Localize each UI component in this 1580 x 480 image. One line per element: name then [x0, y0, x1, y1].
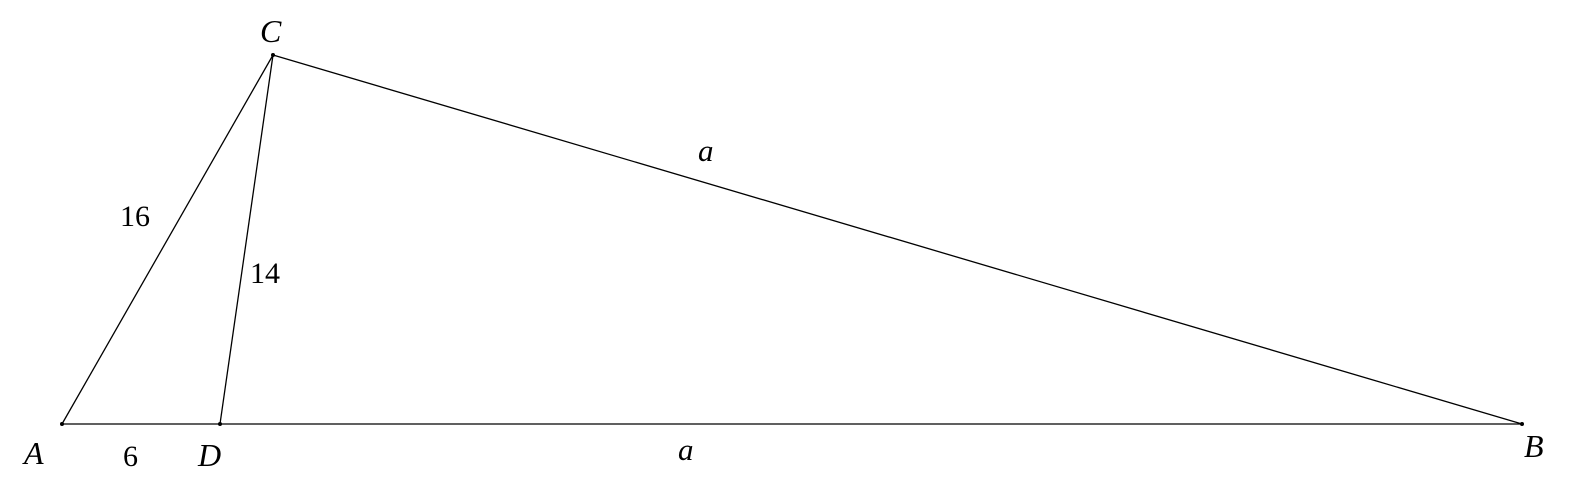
vertex-label-c: C: [260, 13, 282, 49]
segment-label-db: a: [678, 432, 694, 467]
segment-ac: [61, 54, 274, 425]
segment-label-cb: a: [698, 133, 714, 168]
segment-cb: [272, 54, 1523, 425]
segment-label-cd: 14: [250, 257, 280, 290]
vertex-b-dot: [1520, 422, 1524, 426]
vertex-a-dot: [60, 422, 64, 426]
vertex-label-b: B: [1524, 428, 1544, 464]
segment-label-ad: 6: [123, 440, 138, 473]
vertex-label-d: D: [197, 437, 221, 473]
vertex-d-dot: [218, 422, 222, 426]
vertex-label-a: A: [22, 435, 44, 471]
segment-label-ac: 16: [120, 200, 150, 233]
vertex-c-dot: [271, 53, 275, 57]
segment-cd: [219, 54, 274, 425]
